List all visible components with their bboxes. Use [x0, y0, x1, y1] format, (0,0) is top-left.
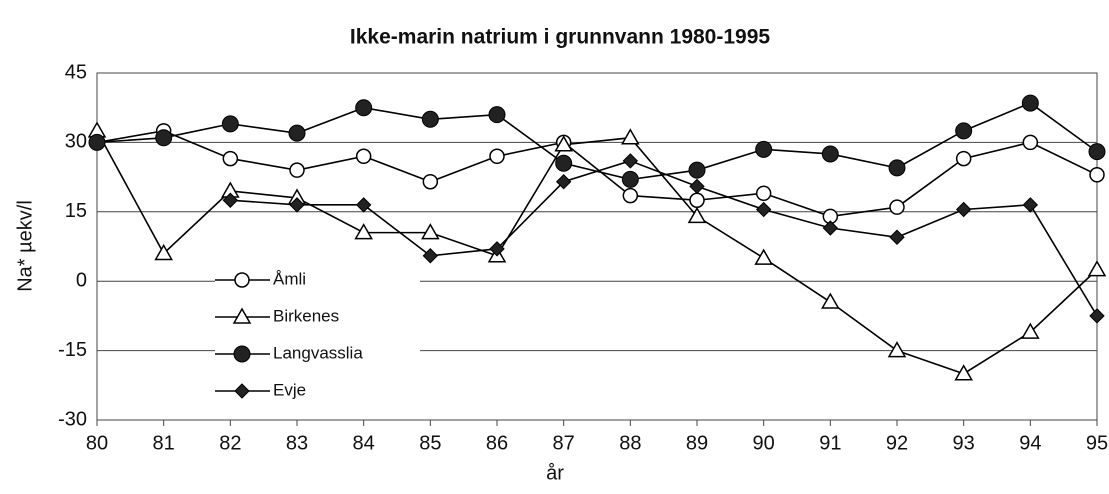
marker — [233, 345, 251, 363]
x-tick-label: 87 — [553, 432, 575, 454]
series-line — [96, 130, 1098, 218]
marker — [755, 140, 773, 158]
x-tick-label: 92 — [886, 432, 908, 454]
legend-label: Åmli — [273, 269, 306, 288]
marker — [555, 154, 573, 172]
marker — [355, 197, 372, 213]
marker — [889, 199, 905, 215]
marker — [422, 173, 439, 190]
legend: Åmli Birkenes Langvasslia Evje — [215, 264, 420, 409]
marker — [488, 106, 506, 124]
y-tick-label: -30 — [58, 408, 87, 430]
x-tick-label: 82 — [219, 432, 241, 454]
marker — [889, 229, 905, 245]
marker — [754, 248, 773, 265]
x-tick-label: 91 — [819, 432, 841, 454]
marker — [355, 148, 372, 165]
x-tick-label: 80 — [86, 432, 108, 454]
marker — [689, 178, 705, 195]
marker — [232, 307, 252, 324]
marker — [955, 122, 973, 140]
marker — [355, 99, 373, 117]
x-tick-label: 85 — [419, 432, 441, 454]
marker — [1087, 260, 1107, 277]
marker — [288, 124, 306, 142]
marker — [688, 161, 706, 179]
marker — [154, 243, 173, 261]
y-tick-label: 45 — [65, 61, 87, 83]
plot-border — [96, 72, 1098, 421]
marker — [155, 129, 173, 147]
x-axis-label: år — [546, 462, 564, 484]
x-tick-label: 84 — [353, 432, 375, 454]
series-line — [96, 130, 1098, 375]
marker — [955, 201, 972, 218]
marker — [1022, 134, 1039, 151]
marker — [887, 341, 907, 358]
x-tick-label: 94 — [1019, 432, 1041, 454]
marker — [222, 192, 239, 208]
marker — [821, 145, 839, 163]
y-axis-label: Na* µekv/l — [14, 200, 36, 292]
marker — [421, 110, 439, 128]
marker — [489, 148, 505, 165]
marker — [689, 192, 705, 208]
marker — [755, 185, 772, 202]
marker — [1088, 143, 1106, 161]
marker — [88, 133, 106, 151]
series-line — [230, 160, 1098, 317]
x-tick-label: 93 — [953, 432, 975, 454]
marker — [621, 170, 639, 188]
marker — [687, 206, 707, 224]
x-tick-label: 90 — [753, 432, 775, 454]
x-tick-label: 95 — [1086, 432, 1108, 454]
marker — [622, 187, 639, 204]
marker — [621, 128, 640, 145]
marker — [822, 220, 839, 236]
legend-label: Langvasslia — [273, 343, 363, 362]
y-tick-label: 15 — [65, 200, 87, 222]
chart-title: Ikke-marin natrium i grunnvann 1980-1995 — [350, 26, 770, 49]
marker — [1021, 94, 1039, 112]
y-tick-label: 0 — [76, 269, 87, 291]
x-tick-label: 89 — [686, 432, 708, 454]
legend-box — [215, 264, 420, 409]
x-tick-label: 81 — [153, 432, 175, 454]
marker — [422, 248, 439, 264]
marker — [821, 292, 840, 309]
y-tick-label: 30 — [65, 131, 87, 153]
marker — [954, 364, 973, 381]
marker — [1089, 167, 1105, 183]
legend-label: Evje — [273, 380, 306, 399]
x-tick-label: 83 — [286, 432, 308, 454]
x-tick-label: 86 — [486, 432, 508, 454]
marker — [289, 162, 305, 178]
legend-label: Birkenes — [273, 306, 339, 325]
marker — [489, 241, 505, 257]
marker — [421, 223, 440, 240]
marker — [955, 150, 972, 167]
marker — [1089, 308, 1105, 324]
marker — [221, 115, 239, 133]
marker — [555, 174, 572, 190]
marker — [622, 153, 639, 169]
marker — [234, 272, 250, 288]
marker — [1022, 197, 1039, 213]
x-tick-label: 88 — [619, 432, 641, 454]
marker — [354, 223, 373, 240]
marker — [222, 150, 239, 167]
marker — [1021, 322, 1040, 339]
marker — [289, 197, 305, 213]
marker — [888, 159, 906, 177]
y-tick-label: -15 — [58, 339, 87, 361]
marker — [755, 201, 772, 218]
marker — [554, 135, 573, 152]
marker — [234, 383, 250, 399]
